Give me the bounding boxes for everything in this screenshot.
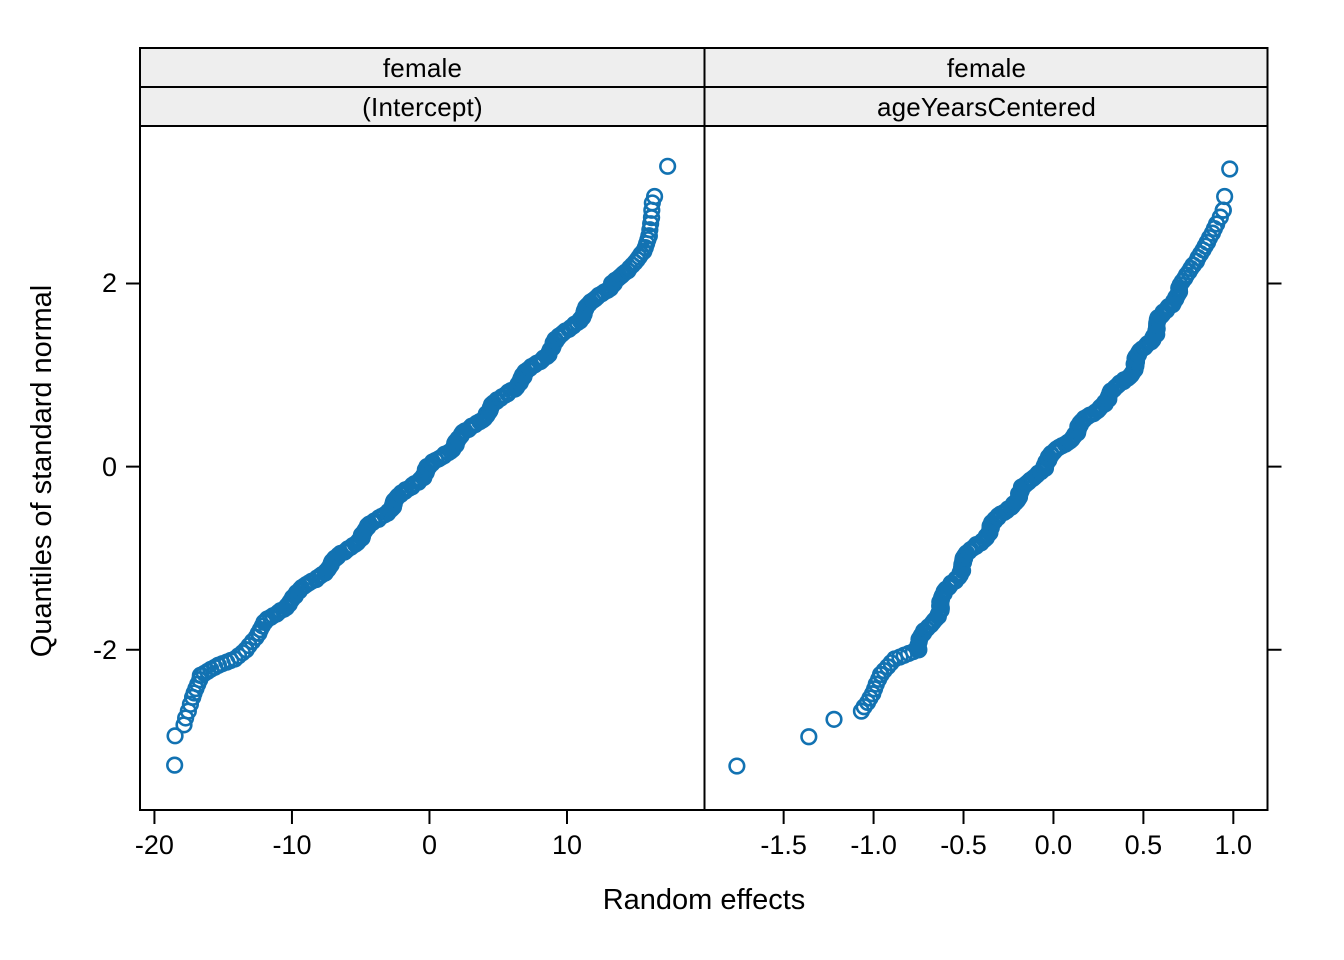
strip-label-left-female: female [382,52,463,83]
strip-label-right-female: female [946,52,1027,83]
x-tick-label: -1.5 [760,830,807,860]
y-tick-label: 0 [101,451,117,482]
x-axis-label: Random effects [602,884,806,916]
x-tick-label: 10 [551,830,582,860]
x-tick-label: 1.0 [1214,830,1253,860]
x-tick-label: 0.0 [1034,830,1073,860]
strip-label-right-age-years-centered: ageYearsCentered [876,91,1097,122]
x-tick-label: 0 [421,830,437,860]
x-tick-label: -10 [272,830,312,860]
strip-label-left-intercept: (Intercept) [362,91,483,122]
y-tick-label: -2 [92,634,117,665]
y-tick-label: 2 [101,268,117,299]
x-tick-label: -0.5 [940,830,987,860]
x-tick-label: -1.0 [850,830,897,860]
x-tick-label: -20 [134,830,174,860]
x-tick-label: 0.5 [1124,830,1163,860]
